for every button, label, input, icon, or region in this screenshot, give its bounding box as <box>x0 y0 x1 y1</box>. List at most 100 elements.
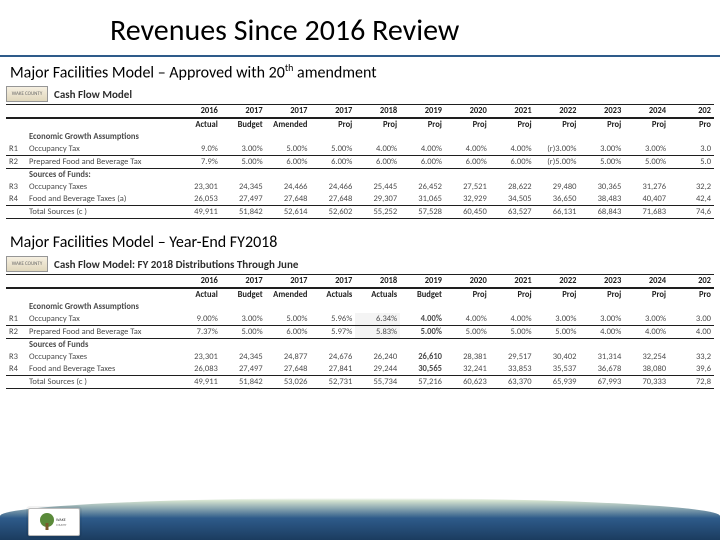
col-header: Amended <box>266 288 311 301</box>
cell: 3.0 <box>669 143 714 156</box>
cell: 23,301 <box>176 351 221 363</box>
cell: 26,452 <box>400 181 445 193</box>
col-header: 2020 <box>445 275 490 289</box>
cell: 24,345 <box>221 351 266 363</box>
cell: 26,083 <box>176 363 221 376</box>
cell: (r)5.00% <box>535 156 580 169</box>
cell: 27,521 <box>445 181 490 193</box>
total-cell: 52,614 <box>266 206 311 219</box>
cell: 33,2 <box>669 351 714 363</box>
cell: 24,676 <box>310 351 355 363</box>
cell: 3.00% <box>535 313 580 326</box>
subtitle-1: Major Facilities Model – Approved with 2… <box>0 57 720 84</box>
total-cell: 57,216 <box>400 376 445 389</box>
col-header: Pro <box>669 288 714 301</box>
cell: 6.00% <box>445 156 490 169</box>
col-header: 2018 <box>355 275 400 289</box>
table-2-head: 2016201720172017201820192020202120222023… <box>6 275 714 302</box>
cell: 6.00% <box>355 156 400 169</box>
footer-county-seal: WAKE COUNTY <box>28 508 80 536</box>
cell: 31,065 <box>400 193 445 206</box>
model-1-header: WAKE COUNTY Cash Flow Model <box>6 86 714 102</box>
cell: 3.00% <box>579 143 624 156</box>
cell: 5.00% <box>535 326 580 339</box>
total-code <box>6 376 26 389</box>
col-header: 2017 <box>266 275 311 289</box>
cell: 6.00% <box>266 326 311 339</box>
cell: 32,2 <box>669 181 714 193</box>
county-logo: WAKE COUNTY <box>6 256 48 272</box>
row-label: Prepared Food and Beverage Tax <box>26 326 176 339</box>
cell: 25,445 <box>355 181 400 193</box>
total-cell: 67,993 <box>579 376 624 389</box>
cell: 34,505 <box>490 193 535 206</box>
subtitle-2: Major Facilities Model – Year-End FY2018 <box>0 229 720 254</box>
cell: 4.00 <box>669 326 714 339</box>
cell: 5.96% <box>310 313 355 326</box>
cell: 4.00% <box>490 313 535 326</box>
total-label: Total Sources (c ) <box>26 376 176 389</box>
model-2-header: WAKE COUNTY Cash Flow Model: FY 2018 Dis… <box>6 256 714 272</box>
cell: 29,244 <box>355 363 400 376</box>
total-cell: 55,252 <box>355 206 400 219</box>
col-header: 202 <box>669 105 714 119</box>
model-2-title: Cash Flow Model: FY 2018 Distributions T… <box>54 258 298 271</box>
cell: 3.00% <box>624 143 669 156</box>
cell: 27,497 <box>221 363 266 376</box>
col-header: 2021 <box>490 105 535 119</box>
table-row: R2Prepared Food and Beverage Tax7.37%5.0… <box>6 326 714 339</box>
cell: 4.00% <box>445 313 490 326</box>
table-2-section-sources: Sources of Funds <box>6 339 714 352</box>
total-label: Total Sources (c ) <box>26 206 176 219</box>
cell: 6.00% <box>310 156 355 169</box>
cell: 38,483 <box>579 193 624 206</box>
row-label: Prepared Food and Beverage Tax <box>26 156 176 169</box>
cell: (r)3.00% <box>535 143 580 156</box>
cell: 5.00% <box>579 156 624 169</box>
table-row: R1Occupancy Tax9.00%3.00%5.00%5.96%6.34%… <box>6 313 714 326</box>
cell: 32,241 <box>445 363 490 376</box>
col-header: 2023 <box>579 275 624 289</box>
model-block-1: WAKE COUNTY Cash Flow Model 201620172017… <box>6 86 714 219</box>
col-header: 2017 <box>310 105 355 119</box>
total-cell: 68,843 <box>579 206 624 219</box>
col-header: 2020 <box>445 105 490 119</box>
col-header: 2019 <box>400 105 445 119</box>
cell: 30,402 <box>535 351 580 363</box>
total-cell: 49,911 <box>176 206 221 219</box>
cell: 9.0% <box>176 143 221 156</box>
slide-title: Revenues Since 2016 Review <box>0 0 720 57</box>
cell: 7.9% <box>176 156 221 169</box>
slide: Revenues Since 2016 Review Major Facilit… <box>0 0 720 540</box>
cell: 29,517 <box>490 351 535 363</box>
col-header: Actuals <box>355 288 400 301</box>
total-cell: 52,731 <box>310 376 355 389</box>
cell: 27,497 <box>221 193 266 206</box>
cell: 24,466 <box>310 181 355 193</box>
table-row: R1Occupancy Tax9.0%3.00%5.00%5.00%4.00%4… <box>6 143 714 156</box>
col-header: Pro <box>669 118 714 131</box>
col-header: 2017 <box>266 105 311 119</box>
cell: 6.00% <box>266 156 311 169</box>
row-label: Occupancy Taxes <box>26 351 176 363</box>
total-cell: 71,683 <box>624 206 669 219</box>
cell: 28,622 <box>490 181 535 193</box>
total-cell: 70,333 <box>624 376 669 389</box>
cell: 5.00% <box>445 326 490 339</box>
table-2-years-row: 2016201720172017201820192020202120222023… <box>6 275 714 289</box>
col-header: Proj <box>624 288 669 301</box>
cell: 40,407 <box>624 193 669 206</box>
cell: 30,365 <box>579 181 624 193</box>
table-row: R2Prepared Food and Beverage Tax7.9%5.00… <box>6 156 714 169</box>
total-cell: 51,842 <box>221 206 266 219</box>
table-1-section-sources: Sources of Funds: <box>6 169 714 182</box>
cell: 3.00% <box>221 143 266 156</box>
cell: 26,240 <box>355 351 400 363</box>
table-2-section-growth: Economic Growth Assumptions <box>6 301 714 313</box>
cell: 29,307 <box>355 193 400 206</box>
col-header: Proj <box>355 118 400 131</box>
col-header: Actual <box>176 118 221 131</box>
subtitle-1-part-b: amendment <box>293 63 376 82</box>
col-header: Proj <box>535 288 580 301</box>
total-cell: 63,527 <box>490 206 535 219</box>
